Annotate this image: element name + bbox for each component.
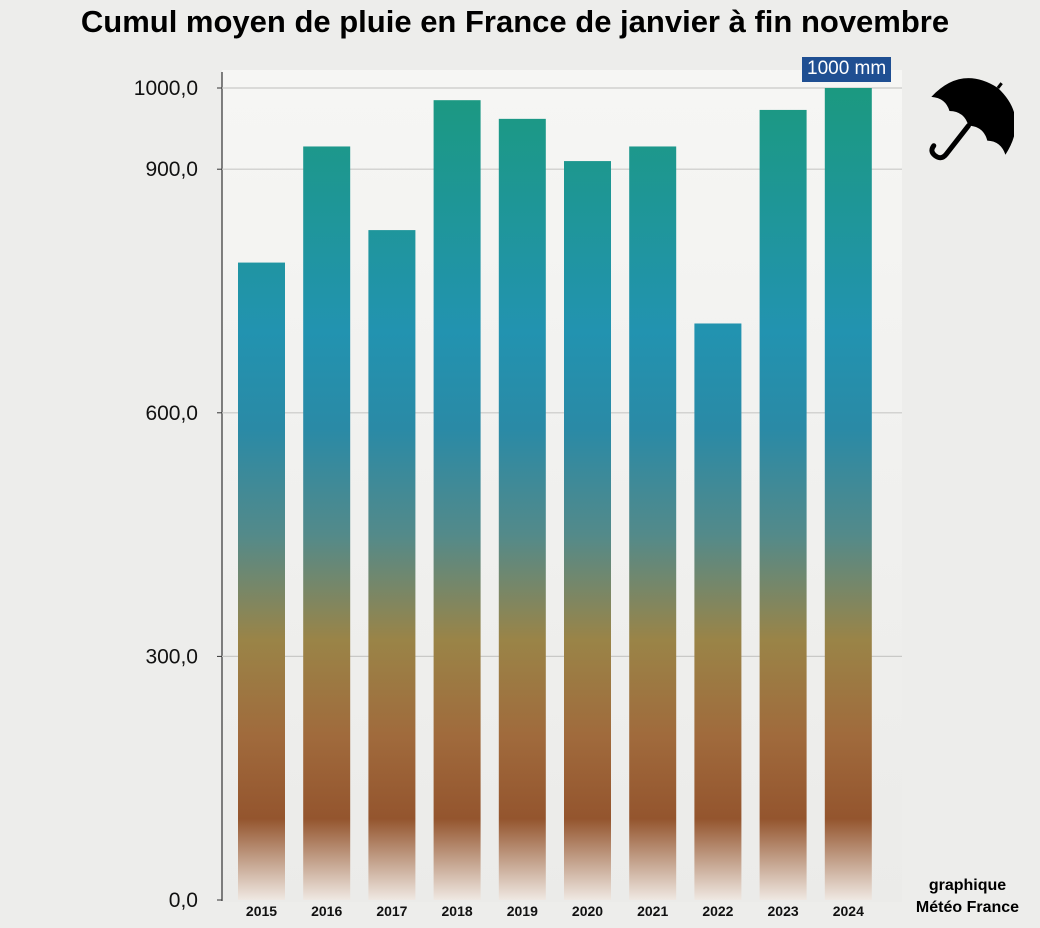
x-tick-label: 2022 (702, 903, 733, 919)
y-tick-label: 600,0 (145, 402, 198, 425)
x-tick-label: 2021 (637, 903, 668, 919)
chart-title: Cumul moyen de pluie en France de janvie… (80, 4, 950, 39)
highlight-badge: 1000 mm (802, 57, 892, 82)
bar-2020 (564, 161, 611, 900)
x-tick-label: 2017 (376, 903, 407, 919)
x-tick-label: 2019 (507, 903, 538, 919)
bar-2022 (694, 323, 742, 901)
bar-2019 (498, 118, 546, 900)
x-tick-label: 2020 (572, 903, 603, 919)
x-tick-label: 2016 (311, 903, 342, 919)
bar-2016 (303, 146, 351, 901)
x-tick-label: 2024 (833, 903, 864, 919)
credit-line-2: Météo France (915, 899, 1020, 916)
x-tick-label: 2015 (246, 903, 277, 919)
x-tick-label: 2018 (442, 903, 473, 919)
bar-2017 (368, 230, 416, 901)
x-tick-label: 2023 (768, 903, 799, 919)
bar-2021 (629, 146, 677, 901)
y-tick-label: 0,0 (169, 889, 198, 912)
umbrella-icon (929, 78, 1014, 161)
bar-2024 (824, 88, 872, 900)
bar-2023 (759, 109, 807, 900)
bar-2018 (433, 100, 481, 901)
y-tick-label: 900,0 (145, 158, 198, 181)
bar-2015 (238, 262, 285, 901)
y-tick-label: 1000,0 (134, 77, 198, 100)
source-credit: graphique Météo France (900, 875, 1035, 919)
y-tick-label: 300,0 (145, 645, 198, 668)
credit-line-1: graphique (928, 877, 1007, 894)
